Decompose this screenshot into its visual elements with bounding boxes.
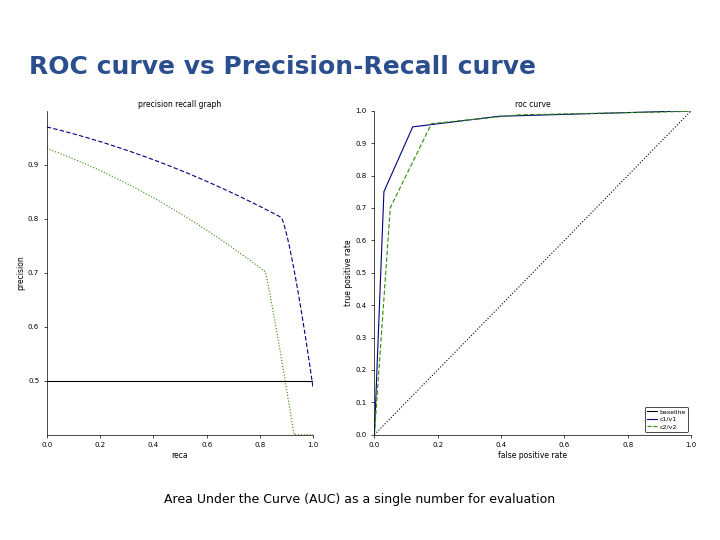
X-axis label: reca: reca — [171, 451, 189, 460]
Y-axis label: precision: precision — [16, 255, 25, 290]
Text: ROC curve vs Precision-Recall curve: ROC curve vs Precision-Recall curve — [29, 56, 536, 79]
Legend: baseline, c1/v1, c2/v2: baseline, c1/v1, c2/v2 — [645, 407, 688, 431]
Y-axis label: true positive rate: true positive rate — [343, 239, 353, 306]
X-axis label: false positive rate: false positive rate — [498, 451, 567, 460]
Text: Area Under the Curve (AUC) as a single number for evaluation: Area Under the Curve (AUC) as a single n… — [164, 493, 556, 506]
Title: precision recall graph: precision recall graph — [138, 99, 222, 109]
Title: roc curve: roc curve — [515, 99, 551, 109]
